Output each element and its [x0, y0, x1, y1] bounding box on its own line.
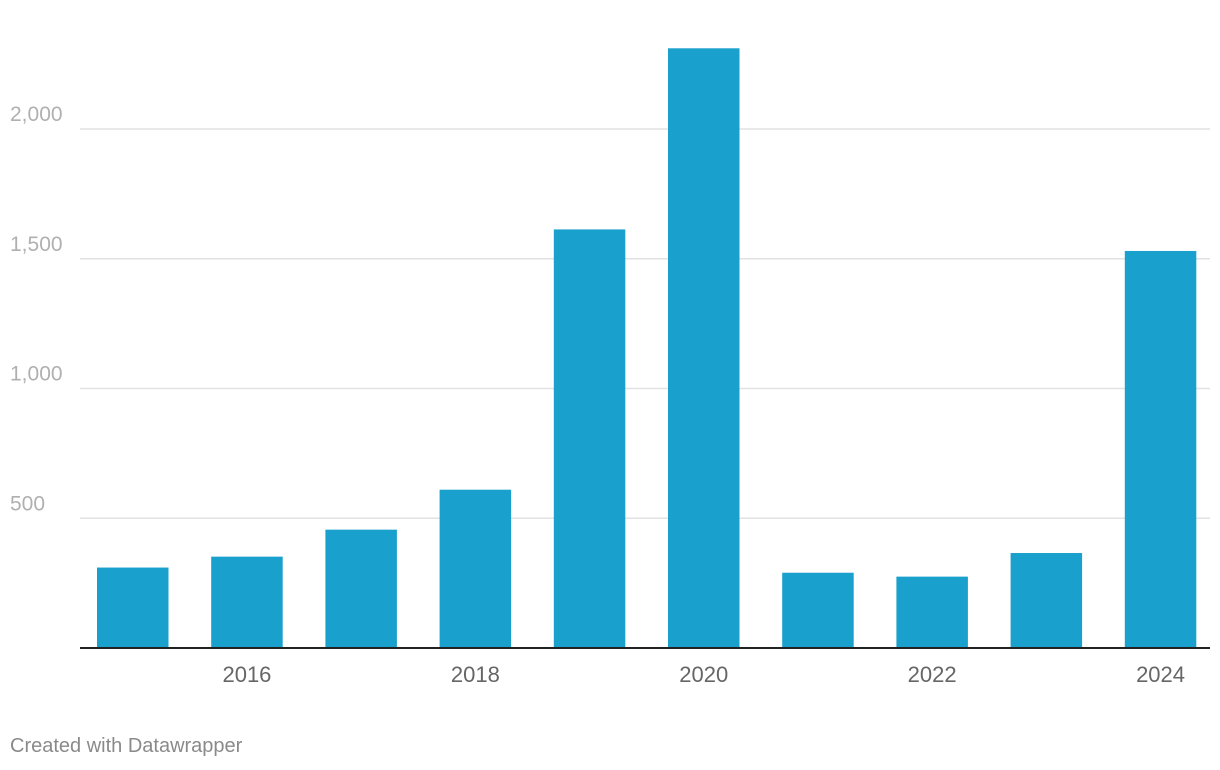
bar-2018	[439, 489, 512, 648]
y-axis-ticks: 500 1,000 1,500 2,000	[10, 103, 63, 515]
bar-2023	[1010, 553, 1083, 648]
bar-2019	[553, 229, 626, 648]
x-tick-label: 2022	[908, 662, 957, 687]
x-tick-label: 2018	[451, 662, 500, 687]
x-tick-label: 2024	[1136, 662, 1185, 687]
bar-2024	[1124, 250, 1197, 648]
bar-2017	[325, 529, 397, 648]
bar-chart: 500 1,000 1,500 2,000 2016 2018 2020 2022 2024	[10, 48, 1210, 687]
bar-2016	[211, 556, 283, 648]
gridlines	[80, 128, 1210, 519]
bar-2022	[896, 576, 968, 648]
x-tick-label: 2016	[222, 662, 271, 687]
x-axis-ticks: 2016 2018 2020 2022 2024	[222, 662, 1185, 687]
bar-2021	[782, 572, 854, 648]
datawrapper-credit: Created with Datawrapper	[10, 735, 243, 757]
bar-2015	[97, 567, 169, 648]
bars	[97, 48, 1197, 648]
bar-2020	[668, 48, 740, 648]
y-tick-label: 500	[10, 492, 45, 515]
x-tick-label: 2020	[679, 662, 728, 687]
y-tick-label: 1,500	[10, 233, 63, 256]
y-tick-label: 1,000	[10, 363, 63, 386]
y-tick-label: 2,000	[10, 103, 63, 126]
